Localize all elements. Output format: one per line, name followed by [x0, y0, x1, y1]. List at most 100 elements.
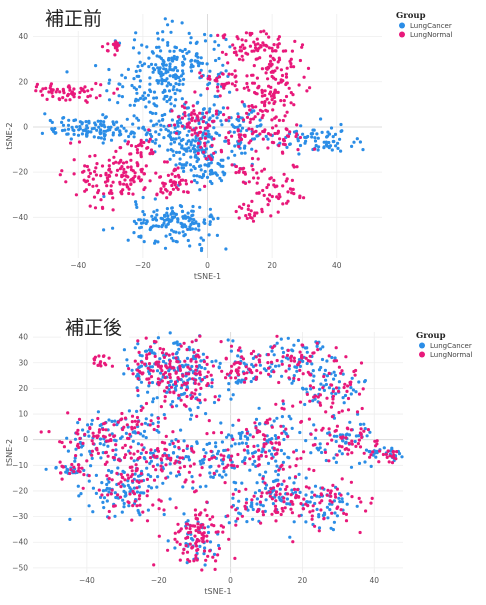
data-point	[277, 42, 281, 46]
data-point	[357, 438, 361, 442]
data-point	[130, 427, 134, 431]
data-point	[166, 380, 170, 385]
data-point	[213, 40, 217, 44]
data-point	[194, 544, 199, 548]
data-point	[242, 458, 246, 462]
data-point	[163, 399, 167, 403]
data-point	[277, 35, 281, 39]
data-point	[270, 118, 274, 122]
data-point	[243, 172, 247, 176]
data-point	[219, 164, 223, 168]
data-point	[189, 447, 194, 451]
data-point	[185, 446, 189, 451]
data-point	[208, 222, 212, 226]
data-point	[330, 148, 334, 152]
data-point	[177, 530, 181, 534]
data-point	[254, 377, 258, 381]
data-point	[77, 95, 81, 99]
data-point	[244, 487, 248, 491]
data-point	[184, 388, 189, 392]
data-point	[312, 374, 316, 378]
data-point	[337, 380, 341, 384]
data-point	[253, 115, 257, 119]
data-point	[166, 23, 170, 27]
data-point	[254, 355, 258, 359]
data-point	[274, 49, 278, 53]
data-point	[340, 452, 344, 456]
data-point	[284, 75, 289, 79]
data-point	[118, 160, 122, 164]
data-point	[298, 350, 302, 354]
data-point	[375, 439, 379, 443]
data-point	[243, 151, 247, 155]
data-point	[120, 73, 124, 77]
data-point	[236, 112, 240, 116]
data-point	[205, 163, 209, 167]
data-point	[334, 439, 338, 444]
data-point	[175, 186, 179, 190]
data-point	[245, 497, 249, 501]
data-point	[204, 451, 208, 455]
data-point	[219, 421, 223, 425]
data-point	[243, 181, 248, 185]
data-point	[186, 365, 190, 369]
data-point	[86, 89, 90, 93]
data-point	[133, 171, 137, 175]
data-point	[282, 172, 286, 176]
data-point	[199, 359, 203, 363]
x-axis-label: tSNE-1	[204, 587, 231, 596]
data-point	[76, 484, 80, 488]
data-point	[273, 131, 277, 136]
series-LungNormal	[34, 29, 317, 223]
data-point	[275, 416, 279, 420]
data-point	[177, 175, 181, 179]
data-point	[232, 130, 236, 134]
data-point	[311, 132, 315, 136]
data-point	[345, 389, 349, 393]
data-point	[156, 463, 160, 467]
data-point	[68, 98, 72, 102]
data-point	[98, 94, 102, 98]
data-point	[216, 449, 221, 453]
data-point	[304, 139, 308, 143]
data-point	[255, 37, 259, 41]
data-point	[176, 220, 180, 224]
data-point	[202, 115, 206, 119]
data-point	[363, 460, 367, 464]
data-point	[259, 30, 263, 34]
data-point	[169, 471, 173, 475]
data-point	[194, 529, 198, 533]
data-point	[180, 124, 184, 128]
data-point	[149, 459, 153, 463]
data-point	[101, 354, 106, 358]
data-point	[224, 357, 228, 361]
data-point	[139, 168, 143, 172]
data-point	[139, 380, 144, 384]
data-point	[190, 209, 194, 213]
data-point	[150, 365, 154, 369]
data-point	[347, 433, 352, 437]
data-point	[324, 410, 328, 414]
data-point	[148, 82, 152, 86]
data-point	[157, 69, 161, 73]
data-point	[162, 413, 166, 417]
data-point	[212, 47, 216, 51]
data-point	[325, 505, 329, 509]
data-point	[228, 90, 232, 94]
data-point	[199, 68, 203, 72]
data-point	[138, 79, 142, 83]
data-point	[311, 509, 315, 513]
data-point	[77, 140, 82, 144]
data-point	[159, 464, 163, 468]
data-point	[154, 340, 158, 344]
data-point	[292, 450, 296, 454]
data-point	[237, 442, 241, 446]
data-point	[315, 507, 319, 511]
data-point	[324, 140, 328, 144]
data-point	[262, 167, 266, 171]
data-point	[210, 119, 215, 123]
data-point	[166, 70, 170, 74]
chart-title: 補正前	[45, 8, 102, 30]
data-point	[177, 82, 181, 86]
data-point	[188, 367, 192, 371]
